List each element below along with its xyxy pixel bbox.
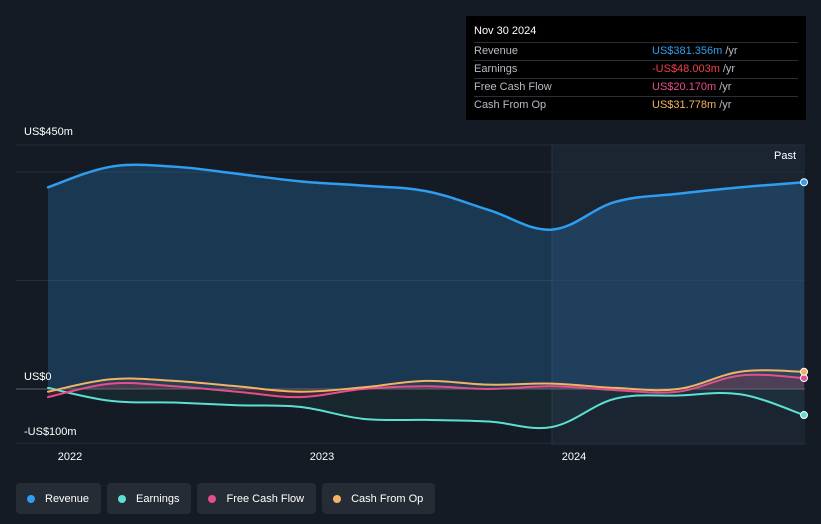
tooltip-value: US$20.170m xyxy=(652,81,717,93)
legend-item-revenue[interactable]: Revenue xyxy=(16,483,102,514)
free-cash-flow-line xyxy=(47,373,805,399)
legend-item-free-cash-flow[interactable]: Free Cash Flow xyxy=(197,483,317,514)
legend-dot-icon xyxy=(333,494,342,503)
revenue-endpoint xyxy=(800,178,808,187)
cash-from-op-line xyxy=(47,369,805,393)
tooltip-unit: /yr xyxy=(719,81,732,93)
legend-item-cash-from-op[interactable]: Cash From Op xyxy=(322,483,436,514)
legend-label: Free Cash Flow xyxy=(226,492,305,505)
legend-dot-icon xyxy=(27,494,35,503)
tooltip: Nov 30 2024 Revenue US$381.356m /yr Earn… xyxy=(466,16,806,120)
tooltip-value: -US$48.003m xyxy=(652,63,720,75)
cash-from-op-endpoint xyxy=(800,367,808,376)
tooltip-label: Revenue xyxy=(474,45,519,57)
tooltip-row-earnings: Earnings -US$48.003m /yr xyxy=(474,60,798,78)
legend: Revenue Earnings Free Cash Flow Cash Fro… xyxy=(16,483,441,514)
series-lines xyxy=(46,163,806,430)
x-tick-label: 2023 xyxy=(309,451,335,463)
revenue-line xyxy=(46,163,806,231)
revenue-area xyxy=(48,164,804,389)
legend-dot-icon xyxy=(118,494,127,503)
earnings-endpoint xyxy=(800,411,808,420)
tooltip-row-free-cash-flow: Free Cash Flow US$20.170m /yr xyxy=(474,78,798,96)
tooltip-row-revenue: Revenue US$381.356m /yr xyxy=(474,42,798,60)
tooltip-unit: /yr xyxy=(725,45,738,57)
tooltip-date: Nov 30 2024 xyxy=(474,25,537,37)
tooltip-unit: /yr xyxy=(719,99,732,111)
series-endpoints xyxy=(800,178,808,420)
tooltip-label: Free Cash Flow xyxy=(474,81,552,93)
tooltip-unit: /yr xyxy=(722,63,736,75)
y-axis-bottom-label: -US$100m xyxy=(24,426,77,438)
x-tick-label: 2022 xyxy=(57,451,83,463)
tooltip-label: Cash From Op xyxy=(474,99,547,111)
y-axis-top-label: US$450m xyxy=(24,126,73,138)
gridlines xyxy=(16,144,805,444)
legend-dot-icon xyxy=(208,494,217,503)
legend-label: Revenue xyxy=(45,492,90,505)
tooltip-row-cash-from-op: Cash From Op US$31.778m /yr xyxy=(474,96,798,114)
past-label: Past xyxy=(774,150,797,162)
legend-label: Earnings xyxy=(136,492,180,505)
legend-label: Cash From Op xyxy=(351,492,424,505)
earnings-line xyxy=(47,386,805,430)
tooltip-value: US$31.778m xyxy=(652,99,717,111)
legend-item-earnings[interactable]: Earnings xyxy=(107,483,192,514)
tooltip-label: Earnings xyxy=(474,63,518,75)
tooltip-value: US$381.356m xyxy=(652,45,723,57)
y-axis-zero-label: US$0 xyxy=(24,371,52,383)
x-tick-label: 2024 xyxy=(561,451,587,463)
